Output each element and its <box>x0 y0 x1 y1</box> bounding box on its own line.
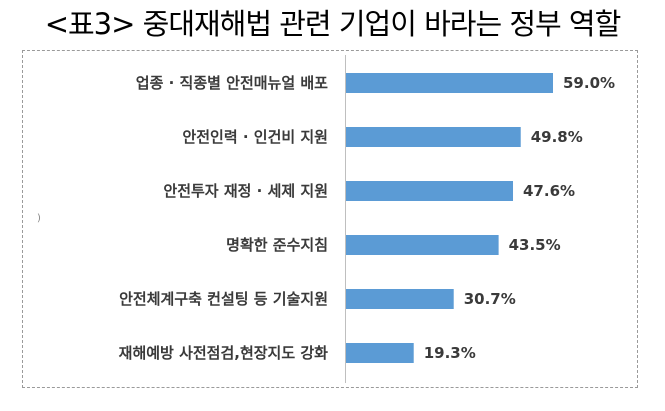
category-label: 업종 · 직종별 안전매뉴얼 배포 <box>136 74 328 92</box>
bar <box>346 235 499 255</box>
category-label: 안전체계구축 컨설팅 등 기술지원 <box>119 290 328 308</box>
bar <box>346 181 514 201</box>
data-label: 43.5% <box>509 236 561 254</box>
category-label: 안전투자 재정 · 세제 지원 <box>163 182 328 200</box>
category-label: 안전인력 · 인건비 지원 <box>182 128 328 146</box>
data-label: 19.3% <box>424 344 476 362</box>
bar <box>346 343 414 363</box>
data-label: 30.7% <box>464 290 516 308</box>
bar <box>346 289 454 309</box>
data-label: 49.8% <box>531 128 583 146</box>
category-label: 명확한 준수지침 <box>226 236 328 254</box>
bar <box>346 73 553 93</box>
bar <box>346 127 521 147</box>
chart-panel <box>22 50 638 388</box>
data-label: 59.0% <box>563 74 615 92</box>
data-label: 47.6% <box>523 182 575 200</box>
panel-marker: ) <box>37 213 41 224</box>
category-label: 재해예방 사전점검,현장지도 강화 <box>119 344 329 362</box>
chart-title: <표3> 중대재해법 관련 기업이 바라는 정부 역할 <box>44 7 622 41</box>
